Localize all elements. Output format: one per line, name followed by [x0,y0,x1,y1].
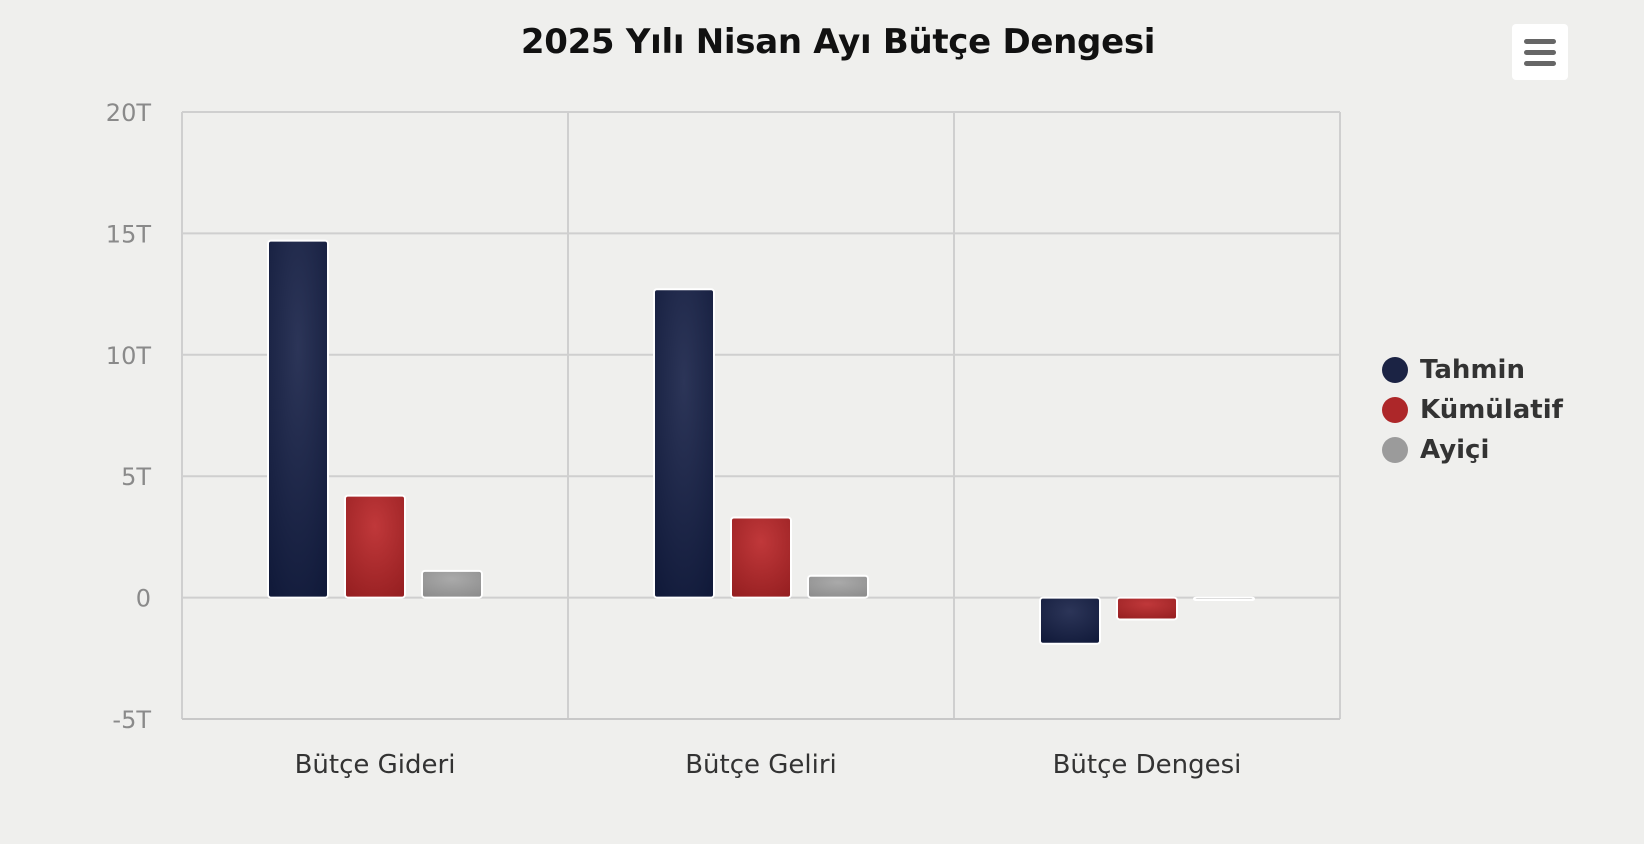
bar-tahmin[interactable] [267,239,329,599]
legend-label: Kümülatif [1420,395,1563,425]
y-tick-label: -5T [112,706,151,734]
chart-menu-button[interactable] [1512,24,1568,80]
x-tick-label: Bütçe Gideri [295,750,456,780]
legend-item-tahmin[interactable]: Tahmin [1382,350,1563,390]
hamburger-menu-icon [1524,38,1556,44]
y-tick-label: 0 [136,585,151,613]
bar-tahmin[interactable] [1039,596,1101,645]
legend: Tahmin Kümülatif Ayiçi [1382,350,1563,470]
x-tick-label: Bütçe Geliri [685,750,837,780]
y-tick-label: 5T [121,463,151,491]
chart-title: 2025 Yılı Nisan Ayı Bütçe Dengesi [520,22,1156,62]
bar-ayiçi[interactable] [1193,596,1255,602]
y-tick-label: 20T [106,99,152,127]
legend-label: Ayiçi [1420,435,1490,465]
legend-swatch [1382,397,1408,423]
legend-item-ayiçi[interactable]: Ayiçi [1382,430,1563,470]
legend-label: Tahmin [1420,355,1525,385]
bar-kümülatif[interactable] [344,494,406,599]
legend-swatch [1382,437,1408,463]
x-tick-label: Bütçe Dengesi [1053,750,1242,780]
bar-ayiçi[interactable] [421,569,483,599]
bar-kümülatif[interactable] [1116,596,1178,621]
legend-swatch [1382,357,1408,383]
bar-tahmin[interactable] [653,288,715,599]
bar-ayiçi[interactable] [807,574,869,599]
y-tick-label: 10T [106,342,152,370]
legend-item-kümülatif[interactable]: Kümülatif [1382,390,1563,430]
bar-kümülatif[interactable] [730,516,792,599]
y-tick-label: 15T [106,220,152,248]
